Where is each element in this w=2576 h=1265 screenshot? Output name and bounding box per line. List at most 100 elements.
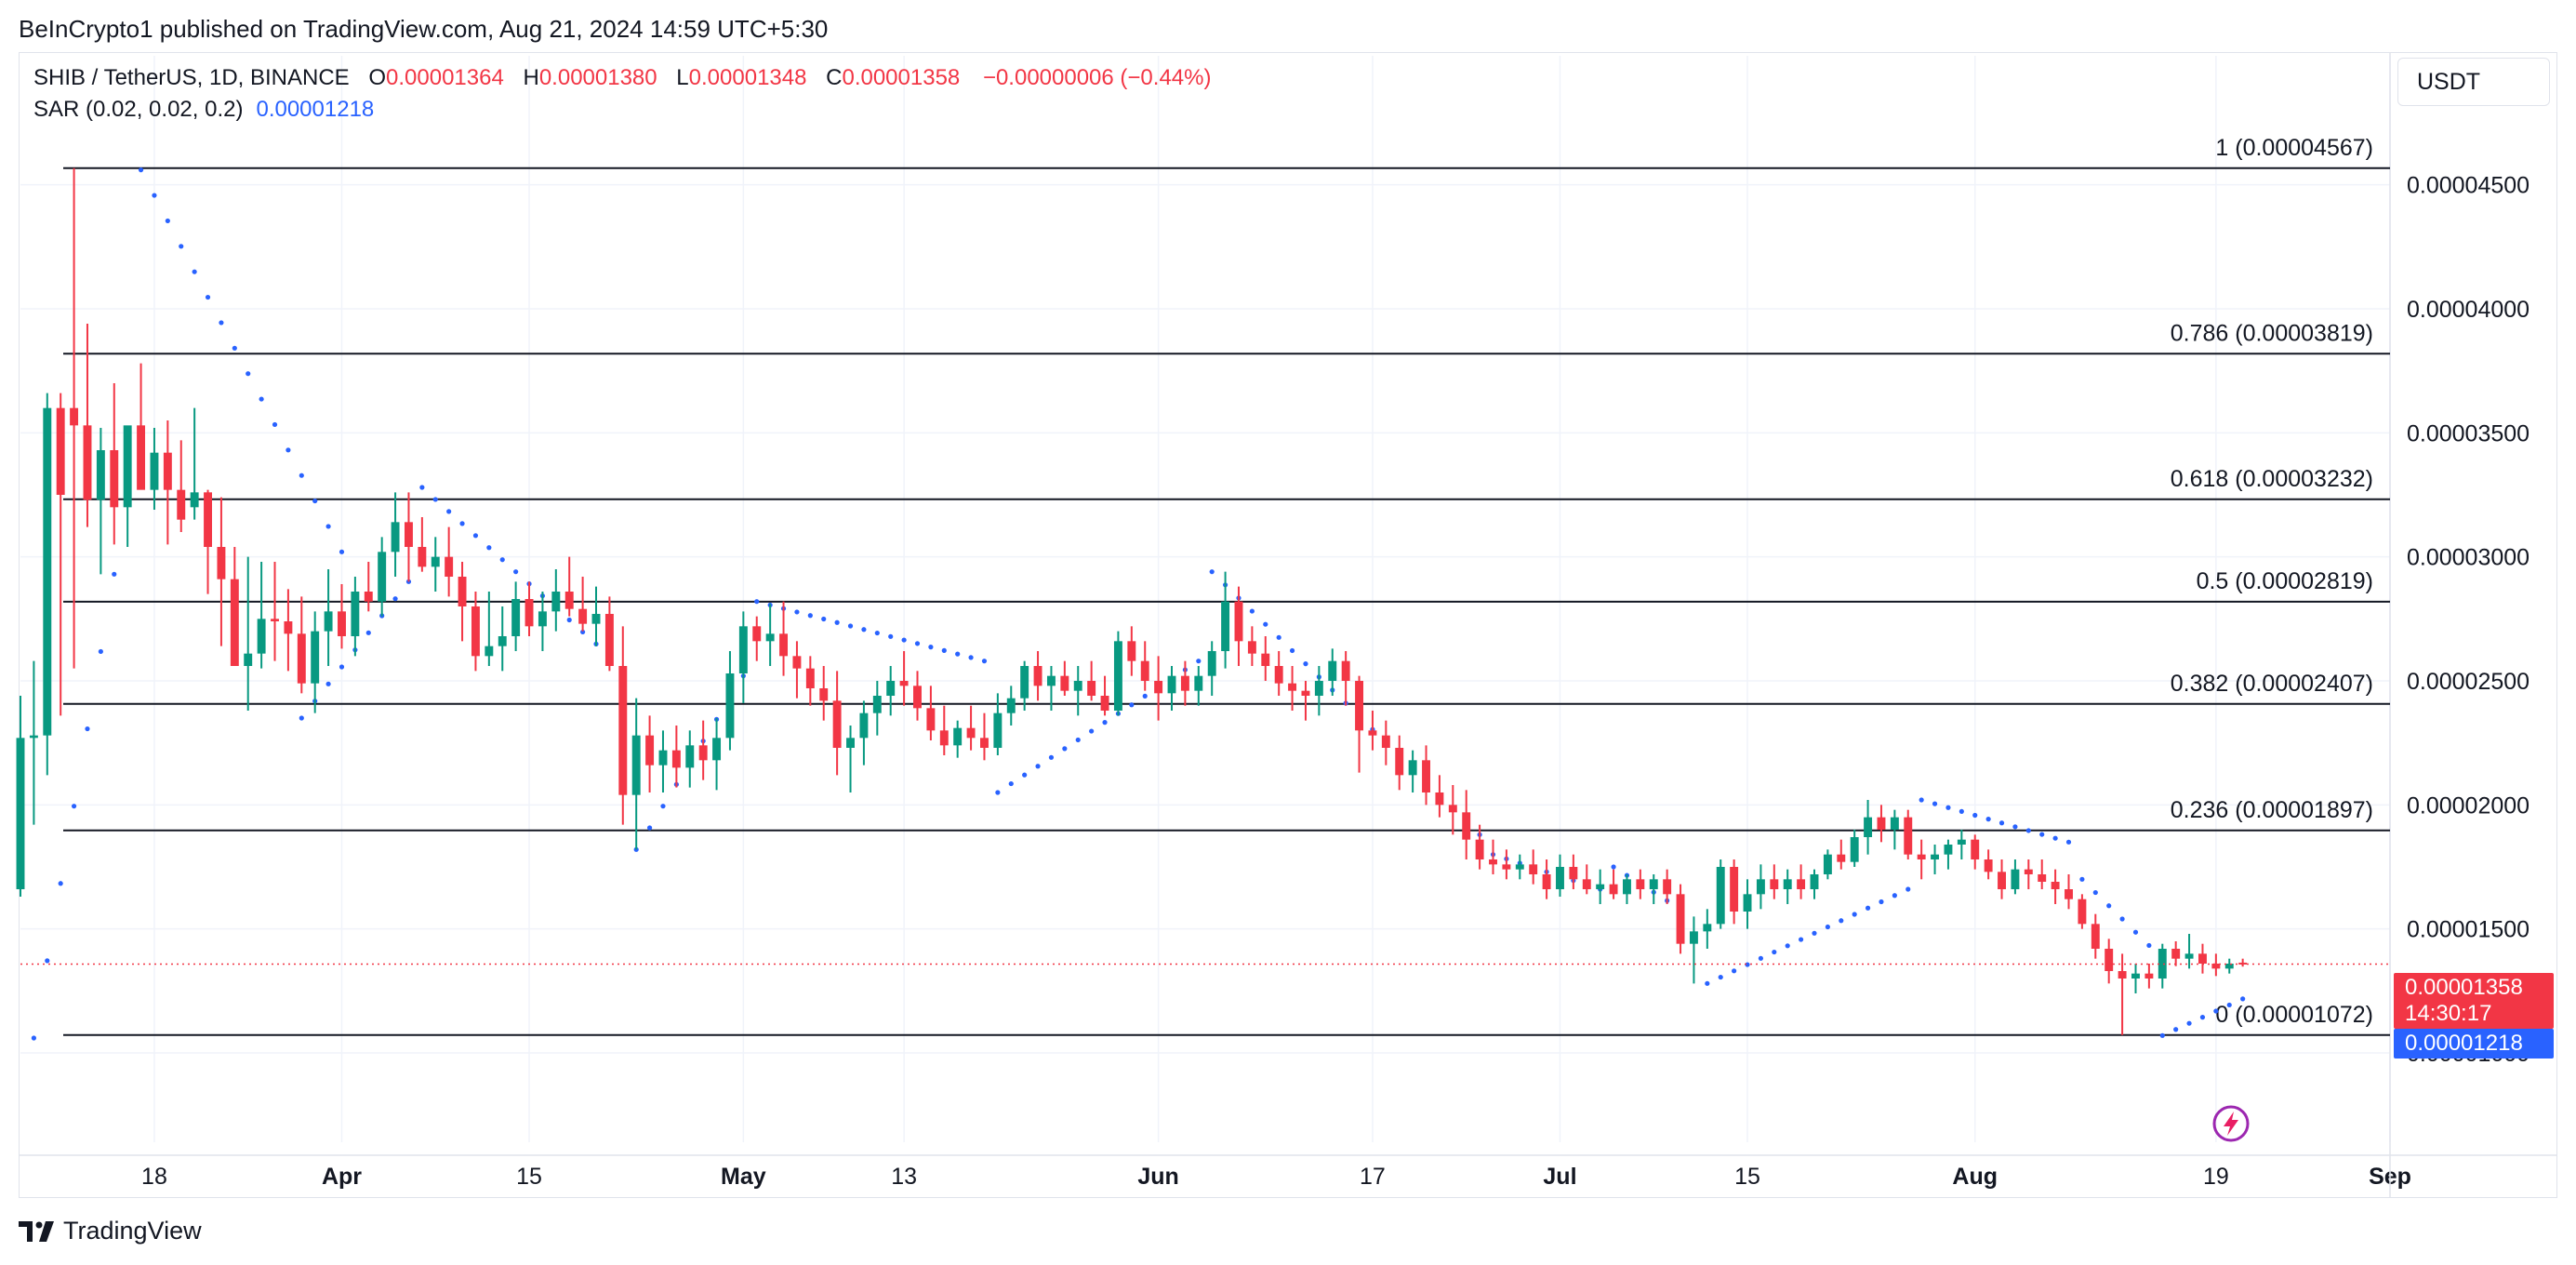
candle-body bbox=[230, 579, 239, 666]
candle-body bbox=[511, 599, 521, 636]
candle-body bbox=[765, 633, 775, 642]
candle-body bbox=[1663, 879, 1672, 895]
candle-body bbox=[685, 745, 695, 768]
sar-dot bbox=[2173, 1027, 2179, 1032]
open-label: O bbox=[368, 65, 387, 90]
candle-body bbox=[1422, 760, 1430, 792]
candle-body bbox=[752, 626, 762, 642]
sar-dot bbox=[981, 659, 988, 664]
currency-button[interactable]: USDT bbox=[2397, 58, 2550, 106]
candle-body bbox=[604, 614, 614, 666]
fib-level-label: 0.618 (0.00003232) bbox=[2171, 466, 2373, 492]
sar-dot bbox=[2012, 824, 2018, 830]
candle-body bbox=[832, 700, 842, 748]
x-tick-label: May bbox=[721, 1164, 766, 1190]
candle-body bbox=[805, 668, 815, 688]
candle-body bbox=[29, 735, 38, 739]
candle-body bbox=[96, 450, 105, 500]
sar-dot bbox=[660, 804, 666, 809]
sar-dot bbox=[1865, 905, 1871, 911]
sar-dot bbox=[2119, 916, 2125, 922]
sar-dot bbox=[1798, 937, 1804, 942]
sar-dot bbox=[272, 421, 278, 428]
symbol-label[interactable]: SHIB / TetherUS, 1D, BINANCE bbox=[33, 65, 350, 90]
sar-dot bbox=[2106, 903, 2112, 909]
y-tick-label: 0.00002000 bbox=[2407, 792, 2530, 819]
candle-body bbox=[2144, 973, 2154, 979]
candle-body bbox=[1234, 601, 1243, 642]
sar-dot bbox=[1919, 797, 1924, 803]
lightning-icon[interactable] bbox=[2211, 1104, 2251, 1143]
sar-dot bbox=[794, 609, 800, 615]
sar-dot bbox=[1785, 943, 1790, 949]
candle-body bbox=[1395, 748, 1404, 776]
candle-body bbox=[1046, 675, 1056, 686]
sar-dot bbox=[2079, 876, 2085, 882]
sar-dot bbox=[2052, 835, 2058, 841]
candle-body bbox=[1944, 845, 1953, 855]
sar-dot bbox=[246, 371, 251, 377]
sar-dot bbox=[2092, 889, 2098, 896]
sar-dot bbox=[1812, 930, 1817, 936]
candle-body bbox=[1448, 805, 1457, 813]
candle-body bbox=[204, 492, 212, 547]
sar-dot bbox=[1035, 764, 1041, 769]
candle-body bbox=[792, 656, 802, 669]
sar-dot bbox=[995, 790, 1001, 795]
candle-body bbox=[2024, 869, 2033, 874]
candle-body bbox=[2131, 973, 2140, 979]
candle-body bbox=[1622, 879, 1631, 895]
candle-body bbox=[257, 619, 266, 654]
sar-dot bbox=[1276, 634, 1281, 640]
candle-body bbox=[618, 666, 628, 795]
y-tick-label: 0.00001500 bbox=[2407, 917, 2530, 943]
tradingview-logo[interactable]: TradingView bbox=[19, 1217, 202, 1245]
candle-body bbox=[578, 608, 588, 624]
candle-body bbox=[1502, 864, 1511, 870]
candle-body bbox=[1006, 698, 1016, 713]
candle-body bbox=[1328, 660, 1337, 681]
sar-dot bbox=[1905, 886, 1911, 892]
sar-dot bbox=[1102, 720, 1108, 726]
sar-legend[interactable]: SAR (0.02, 0.02, 0.2) 0.00001218 bbox=[33, 97, 374, 123]
last-price-value: 0.00001358 bbox=[2405, 975, 2523, 1000]
candle-body bbox=[1261, 653, 1270, 666]
sar-dot bbox=[1945, 805, 1951, 810]
x-tick-label: 15 bbox=[1734, 1164, 1760, 1190]
y-tick-label: 0.00003000 bbox=[2407, 545, 2530, 571]
candle-body bbox=[1998, 872, 2006, 889]
sar-dot bbox=[285, 447, 291, 453]
sar-dot bbox=[1959, 808, 1964, 814]
sar-dot bbox=[1263, 621, 1268, 627]
candle-body bbox=[177, 489, 186, 520]
sar-dot bbox=[1772, 949, 1777, 955]
candle-body bbox=[1569, 867, 1578, 880]
sar-dot bbox=[2132, 929, 2139, 935]
candle-body bbox=[1730, 867, 1739, 912]
candle-body bbox=[137, 425, 146, 490]
x-tick-label: 19 bbox=[2203, 1164, 2229, 1190]
sar-dot bbox=[2065, 839, 2072, 845]
sar-dot bbox=[1839, 918, 1844, 924]
sar-dot bbox=[646, 825, 653, 831]
sar-dot bbox=[1008, 780, 1014, 787]
candle-body bbox=[2211, 964, 2221, 969]
candle-body bbox=[939, 730, 949, 746]
sar-dot bbox=[472, 533, 479, 539]
sar-dot bbox=[312, 498, 318, 504]
candle-body bbox=[1060, 675, 1069, 691]
candle-body bbox=[671, 750, 681, 768]
candle-body bbox=[1381, 735, 1390, 748]
candle-body bbox=[190, 492, 199, 508]
candle-body bbox=[244, 653, 253, 666]
last-price-badge: 0.00001358 14:30:17 bbox=[2394, 973, 2554, 1029]
candle-body bbox=[1850, 837, 1859, 862]
sar-dot bbox=[459, 521, 465, 526]
y-tick-label: 0.00002500 bbox=[2407, 669, 2530, 695]
x-tick-label: 15 bbox=[516, 1164, 542, 1190]
fib-level-label: 0.786 (0.00003819) bbox=[2171, 320, 2373, 346]
candle-body bbox=[980, 738, 989, 748]
sar-dot bbox=[1022, 772, 1028, 778]
candle-body bbox=[1837, 854, 1846, 862]
